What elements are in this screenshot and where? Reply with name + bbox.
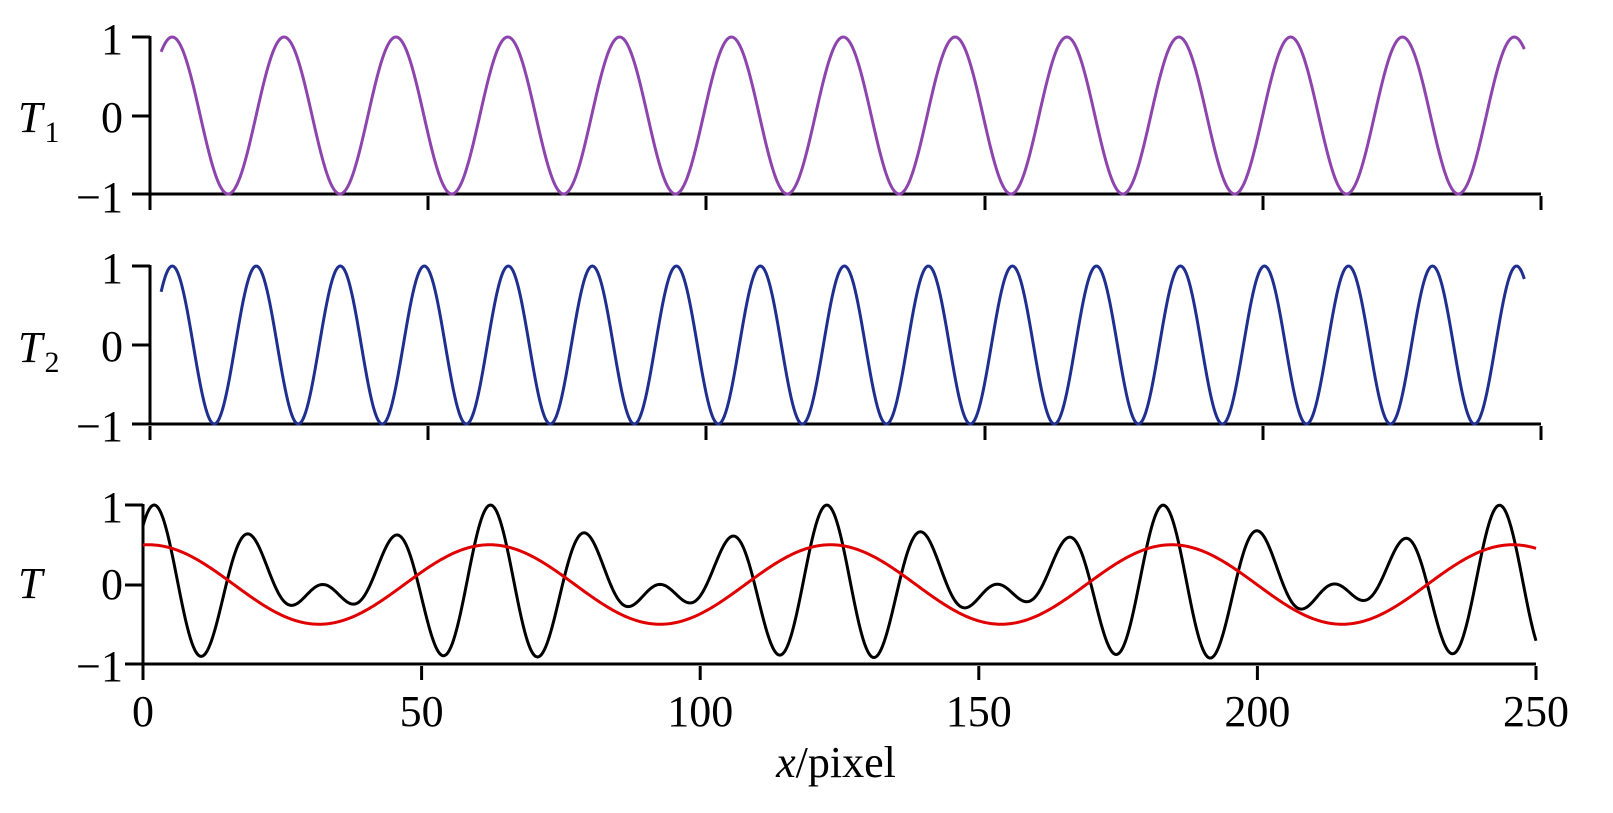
panel-t1-ytick-mid: 0	[101, 93, 123, 142]
panel-t2-xtick-marks	[148, 426, 1543, 440]
panel-t2-ytick-mid: 0	[101, 322, 123, 371]
panel-t1-ytick-bottom: −1	[76, 173, 123, 222]
series-line-t-composite	[141, 503, 1538, 660]
series-line-t1	[159, 35, 1526, 196]
panel-t2-ytick-bottom: −1	[76, 402, 123, 451]
x-axis-title: x/pixel	[775, 738, 896, 787]
xtick-label: 100	[667, 687, 733, 736]
panel-t-ytick-mid: 0	[101, 560, 123, 609]
panel-t2: T2 1 0 −1	[18, 244, 1543, 451]
xtick-label: 250	[1503, 687, 1569, 736]
panel-t-xtick-labels: 0 50 100 150 200 250	[132, 687, 1569, 736]
panel-t1-ytick-top: 1	[101, 15, 123, 64]
panel-t-xtick-marks	[141, 666, 1538, 680]
series-line-t-fundamental	[142, 543, 1537, 626]
panel-t2-label: T2	[18, 323, 59, 379]
panel-t1-label: T1	[18, 93, 59, 149]
panel-t2-ytick-top: 1	[101, 244, 123, 293]
panel-t: T 1 0 −1 0 50 100 150 200 250 x/pixel	[18, 483, 1569, 787]
xtick-label: 200	[1224, 687, 1290, 736]
panel-t-ytick-bottom: −1	[76, 642, 123, 691]
panel-t-label: T	[18, 559, 46, 608]
xtick-label: 0	[132, 687, 154, 736]
xtick-label: 50	[400, 687, 444, 736]
series-line-t2	[159, 264, 1526, 426]
panel-t1: T1 1 0 −1	[18, 15, 1543, 222]
panel-t-ytick-top: 1	[101, 483, 123, 532]
panel-t1-xtick-marks	[148, 196, 1543, 210]
xtick-label: 150	[946, 687, 1012, 736]
